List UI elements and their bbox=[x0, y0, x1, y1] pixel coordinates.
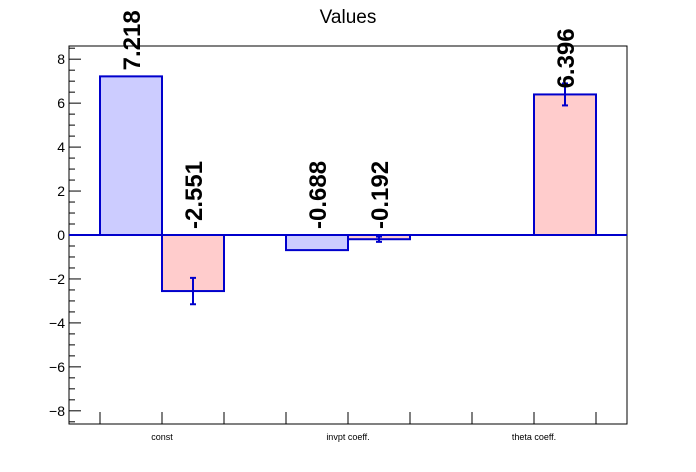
xtick-label: theta coeff. bbox=[512, 432, 556, 442]
ytick-label: 4 bbox=[57, 139, 65, 155]
data-label: -2.551 bbox=[181, 161, 208, 229]
xtick-label: invpt coeff. bbox=[326, 432, 369, 442]
xtick-label: const bbox=[151, 432, 173, 442]
ytick-label: −6 bbox=[49, 359, 65, 375]
bar bbox=[533, 93, 597, 237]
ytick-label: −4 bbox=[49, 315, 65, 331]
ytick-label: 2 bbox=[57, 183, 65, 199]
ytick-label: −2 bbox=[49, 271, 65, 287]
bar bbox=[99, 75, 163, 236]
chart-title: Values bbox=[320, 7, 377, 28]
data-label: 6.396 bbox=[553, 28, 580, 88]
ytick-label: 6 bbox=[57, 95, 65, 111]
data-labels: 7.218 -0.688 -2.551 -0.192 6.396 bbox=[119, 10, 580, 229]
bars bbox=[69, 75, 627, 306]
data-label: -0.688 bbox=[305, 161, 332, 229]
bar bbox=[285, 234, 349, 252]
axes: −8 −6 −4 −2 0 2 4 6 8 const invpt coeff. theta coef… bbox=[49, 45, 628, 442]
data-label: 7.218 bbox=[119, 10, 146, 70]
data-label: -0.192 bbox=[367, 161, 394, 229]
ytick-label: 0 bbox=[57, 227, 65, 243]
ytick-label: 8 bbox=[57, 51, 65, 67]
ytick-label: −8 bbox=[49, 403, 65, 419]
